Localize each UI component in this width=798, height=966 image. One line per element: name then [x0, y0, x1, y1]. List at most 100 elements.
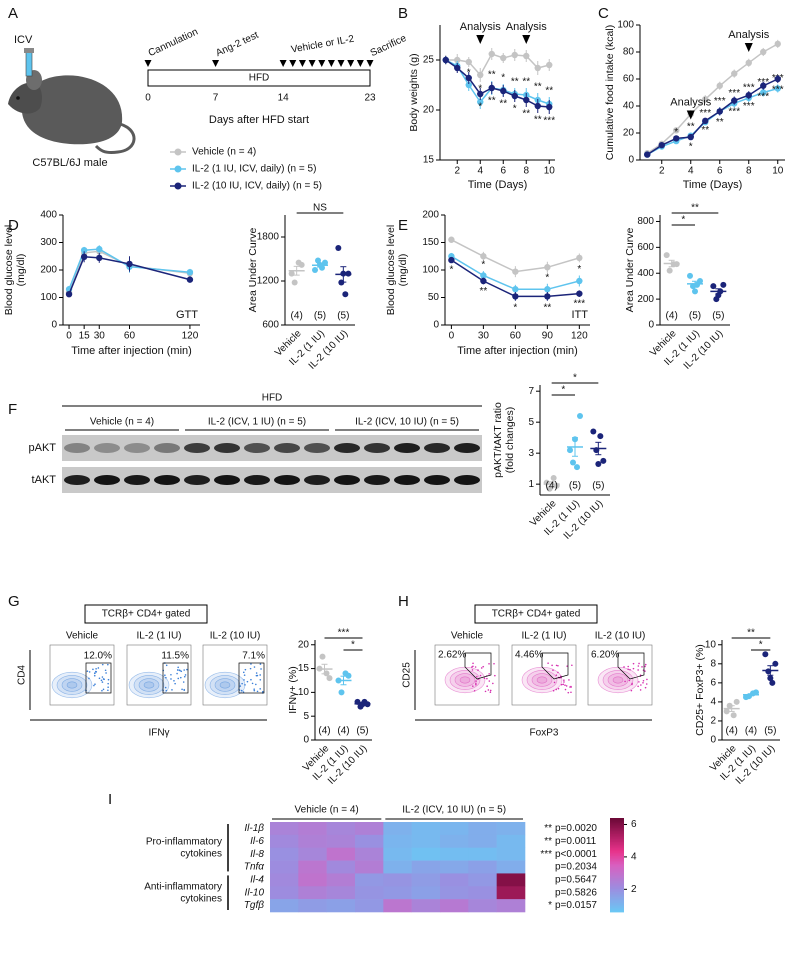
- y-tick-label: 0: [433, 320, 439, 331]
- significance: *: [561, 385, 565, 396]
- flow-event: [644, 665, 646, 668]
- point: [465, 81, 472, 89]
- point: [500, 87, 507, 95]
- flow-event: [628, 679, 631, 682]
- y-tick-label: 0: [628, 155, 634, 166]
- analysis-marker: [476, 35, 485, 44]
- gate-percent: 4.46%: [515, 650, 543, 661]
- point: [733, 698, 740, 705]
- flow-event: [489, 689, 492, 692]
- flow-event: [183, 675, 186, 678]
- flow-event: [627, 668, 629, 671]
- x-tick-label: 2: [454, 166, 460, 177]
- significance: *: [501, 73, 505, 84]
- flow-event: [624, 680, 626, 683]
- point: [454, 56, 461, 64]
- flow-event: [632, 662, 635, 665]
- note: GTT: [176, 309, 198, 321]
- flow-event: [173, 679, 175, 682]
- flow-gate: [85, 662, 112, 694]
- flow-event: [479, 674, 482, 677]
- point: [663, 252, 670, 259]
- y-tick-label: 20: [623, 128, 635, 139]
- mouse-tail: [94, 122, 136, 154]
- blot-band: [424, 475, 450, 485]
- heatmap-cell: [355, 847, 384, 861]
- flow-event: [164, 686, 167, 689]
- series-line: [646, 78, 779, 156]
- heatmap-cell: [383, 822, 412, 836]
- legend-label: IL-2 (1 IU, ICV, daily) (n = 5): [192, 164, 316, 175]
- significance: **: [511, 77, 519, 88]
- colorbar-step: [610, 838, 624, 841]
- n-label: (4): [546, 481, 558, 492]
- point: [745, 92, 752, 99]
- blot-band: [334, 443, 360, 453]
- flow-event: [642, 679, 645, 682]
- significance: **: [747, 628, 755, 639]
- heatmap-cell: [411, 860, 441, 874]
- y-tick-label: 15: [298, 663, 310, 674]
- colorbar-step: [610, 822, 624, 825]
- flow-event: [474, 666, 477, 668]
- n-label: (5): [592, 481, 604, 492]
- p-value: p=0.2034: [555, 862, 597, 873]
- p-value: p=0.0011: [555, 836, 597, 847]
- colorbar-step: [610, 835, 624, 838]
- point: [774, 40, 781, 48]
- row-label: Il-1β: [244, 823, 264, 834]
- point: [577, 412, 583, 419]
- blot-row-label: pAKT: [28, 442, 56, 454]
- significance: **: [499, 99, 507, 110]
- significance: ***: [728, 106, 740, 117]
- point: [80, 253, 88, 260]
- flow-event: [571, 664, 573, 667]
- y-axis-label: IFNγ+ (%): [287, 666, 299, 714]
- heatmap-cell: [298, 886, 327, 900]
- point: [687, 272, 693, 279]
- y-tick-label: 40: [623, 101, 635, 112]
- point: [544, 264, 551, 271]
- flow-event: [639, 689, 642, 691]
- flow-event: [486, 685, 488, 688]
- n-label: (5): [337, 311, 349, 322]
- flow-gate: [617, 652, 645, 680]
- colorbar-step: [610, 904, 624, 907]
- y-tick-label: 7: [528, 386, 534, 397]
- y-tick-label: 8: [710, 658, 716, 669]
- flow-event: [164, 674, 166, 677]
- event-marker: [144, 60, 152, 67]
- flow-event: [472, 685, 474, 687]
- point: [576, 277, 583, 285]
- point: [454, 64, 461, 72]
- flow-event: [623, 666, 625, 668]
- flow-event: [165, 664, 168, 667]
- point: [544, 293, 551, 300]
- gate-percent: 6.20%: [591, 650, 619, 661]
- significance: *: [674, 127, 678, 138]
- x-tick-label: 30: [94, 331, 106, 342]
- colorbar-step: [610, 879, 624, 882]
- blot-band: [334, 475, 360, 485]
- heatmap-cell: [355, 886, 384, 900]
- flow-event: [644, 686, 647, 689]
- y-tick-label: 20: [298, 639, 310, 650]
- column-group-label: Vehicle (n = 4): [295, 805, 359, 816]
- panel-label: B: [398, 5, 408, 22]
- flow-plot-title: Vehicle: [66, 631, 99, 642]
- flow-event: [259, 663, 262, 665]
- point: [335, 245, 342, 251]
- flow-event: [101, 689, 103, 692]
- y-tick-label: 300: [40, 237, 57, 248]
- flow-event: [104, 669, 107, 672]
- analysis-marker: [744, 43, 753, 52]
- point: [731, 97, 738, 104]
- y-tick-label: 600: [262, 320, 279, 331]
- significance: **: [544, 823, 552, 834]
- flow-event: [100, 679, 103, 682]
- colorbar-step: [610, 871, 624, 874]
- y-axis-label: (mg/dl): [397, 254, 409, 287]
- point: [319, 653, 326, 660]
- flow-event: [637, 685, 639, 688]
- heatmap-cell: [468, 822, 497, 836]
